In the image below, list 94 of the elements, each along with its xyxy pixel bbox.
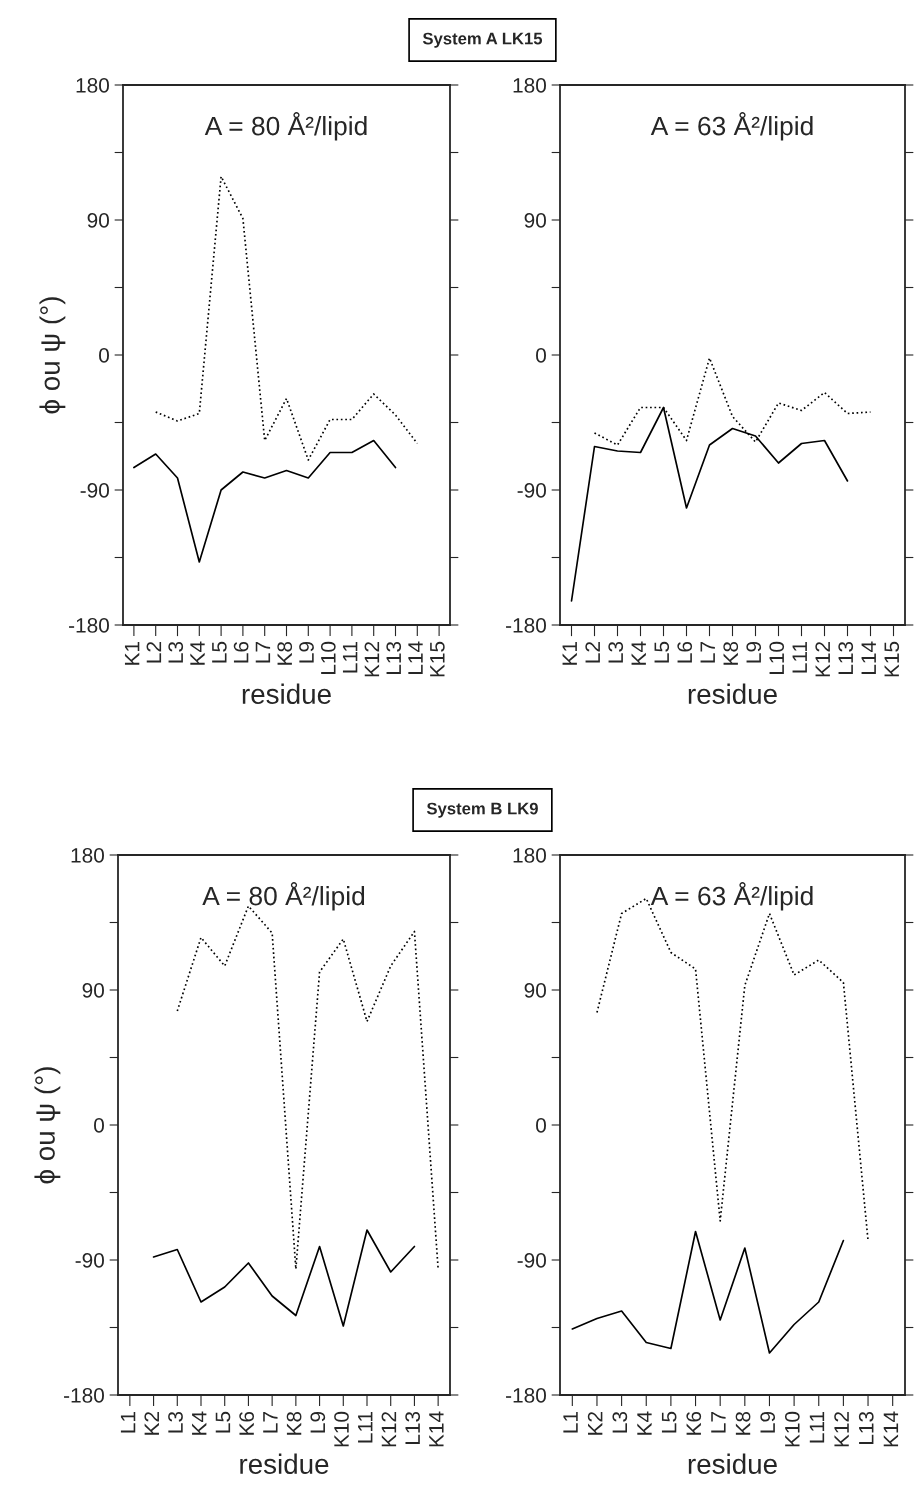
x-tick-label: L5	[215, 1411, 231, 1433]
x-tick-label: L11	[342, 641, 358, 673]
text: System A LK15	[422, 32, 543, 48]
x-tick-label: L6	[233, 641, 249, 663]
x-tick-label: K15	[430, 641, 445, 677]
x-axis-title: residue	[242, 683, 331, 704]
x-tick-label: L9	[310, 1411, 326, 1433]
x-tick-label: L14	[861, 641, 876, 675]
y-tick-label: 180	[513, 78, 546, 93]
x-tick-label: L11	[358, 1411, 373, 1443]
x-tick-label: L3	[612, 1411, 628, 1433]
y-tick-label: 180	[76, 78, 109, 93]
text: A = 80 Å²/lipid	[202, 882, 365, 911]
x-tick-label: L10	[769, 641, 785, 675]
y-tick-label: 0	[536, 1118, 546, 1133]
x-tick-label: K12	[364, 642, 380, 677]
x-tick-label: L1	[563, 1411, 578, 1433]
x-tick-label: K8	[723, 641, 739, 665]
y-tick-label: -180	[64, 1388, 104, 1403]
y-tick-label: -180	[506, 618, 546, 633]
x-tick-label: K10	[334, 1411, 349, 1447]
x-axis-title: residue	[688, 683, 777, 704]
x-tick-label: L14	[408, 641, 423, 675]
x-tick-label: L13	[405, 1411, 421, 1445]
x-tick-label: K2	[144, 1412, 159, 1435]
y-tick-label: 0	[536, 348, 546, 363]
y-tick-label: -180	[69, 618, 109, 633]
y-tick-label: -90	[80, 483, 109, 498]
line-series	[571, 1230, 845, 1354]
text: A = 80 Å²/lipid	[204, 112, 367, 141]
x-tick-label: K6	[239, 1411, 255, 1435]
x-tick-label: L9	[746, 641, 762, 663]
x-tick-label: L9	[299, 641, 314, 663]
x-tick-label: K12	[815, 642, 830, 677]
x-tick-label: L11	[792, 641, 807, 673]
y-tick-label: -90	[517, 1253, 546, 1268]
y-tick-label: 0	[99, 348, 109, 363]
x-tick-label: L13	[386, 641, 402, 675]
x-tick-label: L6	[677, 641, 693, 663]
x-tick-label: K4	[631, 641, 646, 665]
y-tick-label: 90	[524, 983, 546, 998]
x-tick-label: L5	[212, 641, 227, 663]
x-tick-label: K15	[884, 641, 900, 677]
y-tick-label: -90	[75, 1253, 104, 1268]
x-tick-label: L5	[654, 641, 670, 663]
x-tick-label: K12	[834, 1412, 849, 1447]
x-tick-label: L2	[585, 642, 600, 663]
x-tick-label: K1	[562, 641, 577, 665]
y-tick-label: 90	[82, 983, 104, 998]
x-tick-label: K10	[784, 1411, 800, 1447]
x-tick-label: L7	[711, 1412, 726, 1433]
text: A = 63 Å²/lipid	[650, 112, 813, 141]
x-tick-label: L11	[809, 1411, 825, 1443]
line-series	[154, 175, 419, 461]
x-tick-label: L1	[120, 1411, 136, 1433]
line-series	[133, 439, 397, 563]
x-tick-label: L2	[146, 642, 162, 663]
y-axis-title: ϕ ou ψ (°)	[39, 297, 66, 414]
text: A = 63 Å²/lipid	[650, 882, 813, 911]
y-axis-title: ϕ ou ψ (°)	[34, 1067, 61, 1184]
x-tick-label: L5	[661, 1411, 677, 1433]
y-tick-label: -90	[517, 483, 546, 498]
y-tick-label: 90	[87, 213, 109, 228]
x-axis-title: residue	[240, 1453, 329, 1474]
x-tick-label: K8	[277, 641, 293, 665]
x-tick-label: K4	[192, 1411, 207, 1435]
x-tick-label: K4	[190, 641, 205, 665]
x-tick-label: L13	[858, 1411, 874, 1445]
x-tick-label: L7	[255, 642, 271, 663]
x-axis-title: residue	[688, 1453, 777, 1474]
y-tick-label: 90	[524, 213, 546, 228]
x-tick-label: L3	[168, 641, 184, 663]
x-tick-label: L13	[838, 641, 854, 675]
x-tick-label: K12	[381, 1412, 397, 1447]
x-tick-label: L3	[168, 1411, 183, 1433]
x-tick-label: K1	[124, 641, 140, 665]
x-tick-label: L7	[700, 642, 715, 663]
x-tick-label: K14	[429, 1411, 444, 1447]
text: System B LK9	[426, 802, 538, 818]
x-tick-label: K8	[286, 1411, 302, 1435]
y-tick-label: -180	[506, 1388, 546, 1403]
line-series	[152, 1229, 416, 1327]
x-tick-label: L3	[608, 641, 624, 663]
x-tick-label: K8	[735, 1411, 751, 1435]
x-tick-label: K14	[883, 1411, 899, 1447]
x-tick-label: L9	[760, 1411, 776, 1433]
y-tick-label: 180	[71, 848, 104, 863]
x-tick-label: L10	[320, 641, 336, 675]
x-tick-label: L7	[263, 1412, 278, 1433]
x-tick-label: K2	[587, 1412, 603, 1435]
x-tick-label: K4	[637, 1411, 652, 1435]
y-tick-label: 0	[94, 1118, 104, 1133]
x-tick-label: K6	[686, 1411, 702, 1435]
y-tick-label: 180	[513, 848, 546, 863]
